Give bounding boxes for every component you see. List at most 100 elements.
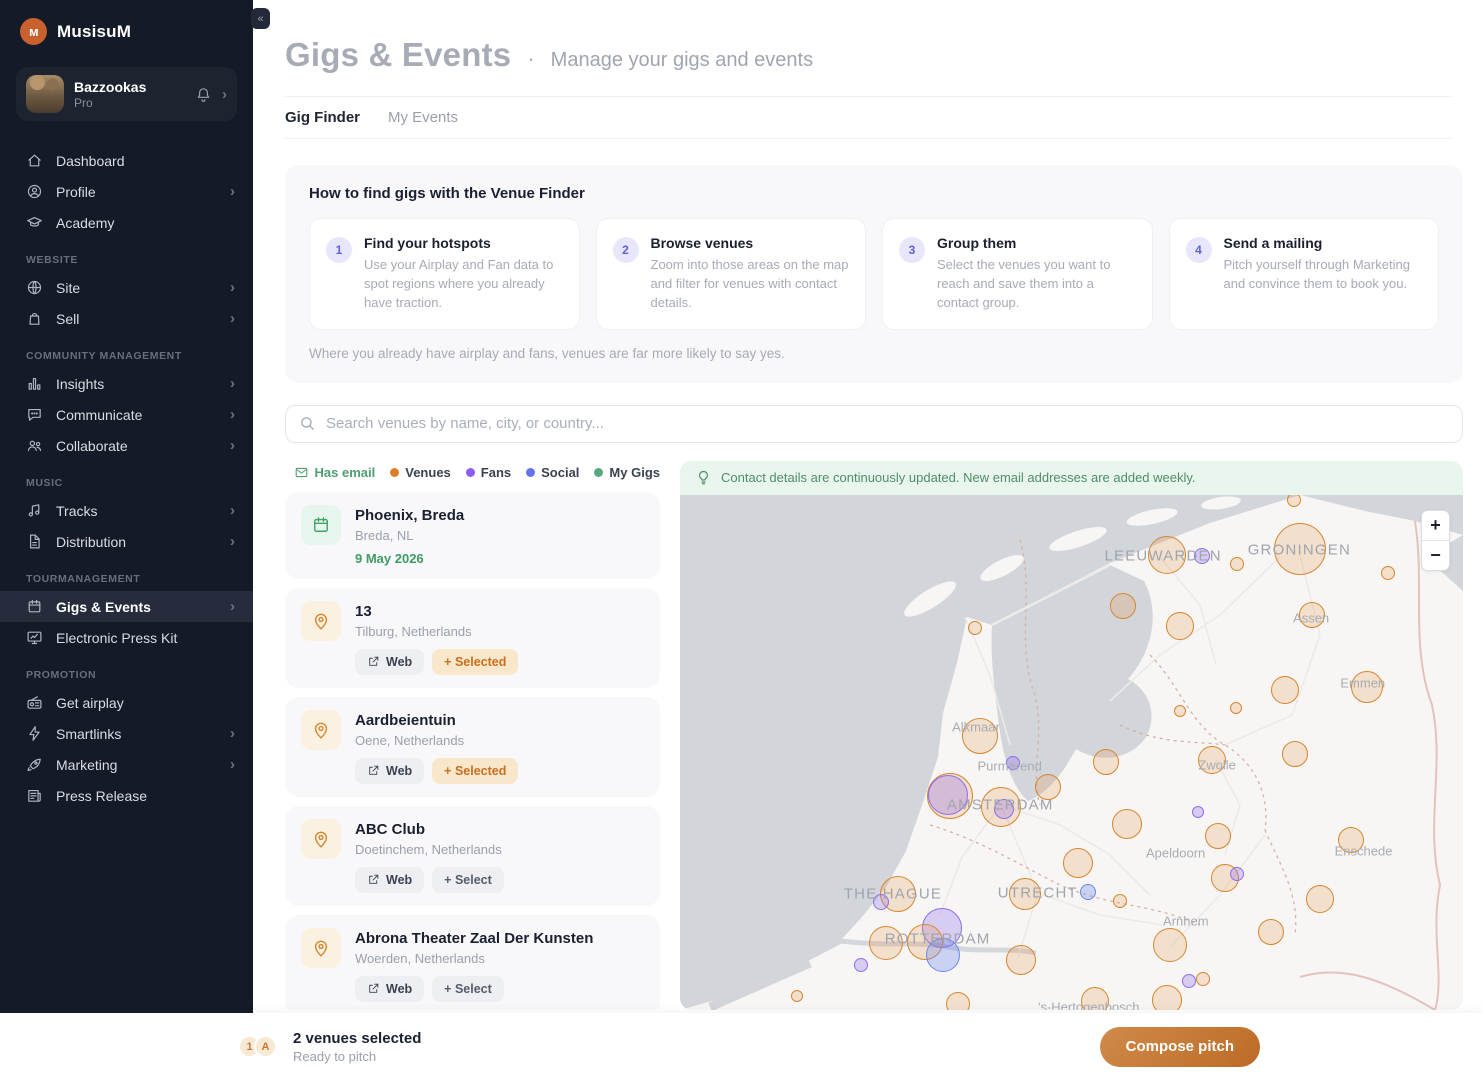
venue-marker[interactable] bbox=[1380, 566, 1395, 581]
venue-marker[interactable] bbox=[1271, 675, 1300, 704]
sidebar-item-distribution[interactable]: Distribution › bbox=[0, 526, 253, 557]
fans-marker[interactable] bbox=[1194, 548, 1211, 565]
venue-marker[interactable] bbox=[1204, 823, 1231, 850]
sidebar-item-tracks[interactable]: Tracks › bbox=[0, 495, 253, 526]
chevron-right-icon: › bbox=[230, 375, 235, 392]
venue-web-button[interactable]: Web bbox=[355, 975, 425, 1002]
fans-marker[interactable] bbox=[927, 774, 968, 815]
venue-marker[interactable] bbox=[1258, 919, 1285, 946]
venue-marker[interactable] bbox=[1281, 740, 1308, 767]
venue-card: 13 Tilburg, Netherlands Web + Selected bbox=[285, 587, 660, 688]
sidebar-item-dashboard[interactable]: Dashboard bbox=[0, 145, 253, 176]
venue-marker[interactable] bbox=[968, 621, 983, 636]
zoom-out-button[interactable]: − bbox=[1422, 540, 1449, 570]
venue-marker[interactable] bbox=[1196, 971, 1211, 986]
chevron-right-icon: › bbox=[230, 279, 235, 296]
sidebar-item-marketing[interactable]: Marketing › bbox=[0, 749, 253, 780]
step-number: 2 bbox=[612, 237, 639, 263]
social-marker[interactable] bbox=[1079, 883, 1096, 900]
sidebar-item-gigs-events[interactable]: Gigs & Events › bbox=[0, 591, 253, 622]
fans-marker[interactable] bbox=[1192, 806, 1205, 819]
sidebar-item-site[interactable]: Site › bbox=[0, 272, 253, 303]
zoom-in-button[interactable]: + bbox=[1422, 510, 1449, 540]
sidebar-item-smartlinks[interactable]: Smartlinks › bbox=[0, 718, 253, 749]
venue-marker[interactable] bbox=[790, 989, 803, 1002]
fans-marker[interactable] bbox=[853, 957, 868, 972]
venue-select-button[interactable]: + Select bbox=[432, 866, 504, 893]
app-logo[interactable]: ᴍ MusisuM bbox=[0, 0, 253, 59]
user-plan-badge: Pro bbox=[74, 95, 93, 110]
sidebar-collapse-button[interactable]: « bbox=[251, 8, 270, 29]
venue-web-button[interactable]: Web bbox=[355, 757, 425, 784]
venue-web-button[interactable]: Web bbox=[355, 866, 425, 893]
sidebar-item-label: Dashboard bbox=[56, 152, 125, 169]
venue-marker[interactable] bbox=[1062, 847, 1093, 878]
venue-marker[interactable] bbox=[1229, 701, 1242, 714]
venue-select-button[interactable]: + Select bbox=[432, 975, 504, 1002]
sidebar-item-academy[interactable]: Academy bbox=[0, 207, 253, 238]
venue-marker[interactable] bbox=[1338, 826, 1365, 853]
tab-my-events[interactable]: My Events bbox=[388, 109, 459, 126]
search-input[interactable] bbox=[285, 404, 1463, 443]
venue-web-button[interactable]: Web bbox=[355, 648, 425, 675]
legend-item-social: Social bbox=[526, 465, 579, 480]
venue-marker[interactable] bbox=[1092, 749, 1119, 776]
pin-icon bbox=[301, 818, 341, 859]
venue-marker[interactable] bbox=[1113, 894, 1128, 909]
venue-select-button[interactable]: + Selected bbox=[432, 648, 519, 675]
sidebar-item-sell[interactable]: Sell › bbox=[0, 303, 253, 334]
tab-gig-finder[interactable]: Gig Finder bbox=[285, 109, 360, 126]
venue-marker[interactable] bbox=[1112, 808, 1143, 839]
venue-marker[interactable] bbox=[1009, 877, 1042, 910]
venue-marker[interactable] bbox=[1153, 927, 1188, 962]
venue-marker[interactable] bbox=[1274, 522, 1327, 575]
sidebar-item-electronic-press-kit[interactable]: Electronic Press Kit bbox=[0, 622, 253, 653]
fans-marker[interactable] bbox=[1181, 973, 1196, 988]
sidebar-item-label: Press Release bbox=[56, 787, 148, 804]
venue-select-button[interactable]: + Selected bbox=[432, 757, 519, 784]
sidebar-item-profile[interactable]: Profile › bbox=[0, 176, 253, 207]
fans-marker[interactable] bbox=[1229, 866, 1244, 881]
fans-marker[interactable] bbox=[1005, 756, 1020, 771]
nav-section-label: WEBSITE bbox=[26, 254, 79, 266]
main-area: Gigs & Events · Manage your gigs and eve… bbox=[253, 0, 1483, 1013]
venue-marker[interactable] bbox=[1148, 535, 1187, 574]
venue-marker[interactable] bbox=[1006, 944, 1037, 975]
map[interactable]: LEEUWARDEN GRONINGEN Assen Emmen Alkmaar Purm… bbox=[680, 494, 1463, 1010]
venue-marker[interactable] bbox=[961, 717, 998, 754]
venue-marker[interactable] bbox=[1229, 556, 1244, 571]
legend-has-email[interactable]: Has email bbox=[294, 465, 375, 480]
venue-marker[interactable] bbox=[1035, 773, 1061, 800]
venue-marker[interactable] bbox=[945, 992, 970, 1010]
step-number: 1 bbox=[326, 237, 352, 263]
venue-marker[interactable] bbox=[1298, 601, 1325, 628]
venue-marker[interactable] bbox=[1174, 705, 1187, 718]
bell-icon[interactable] bbox=[195, 86, 212, 103]
venue-marker[interactable] bbox=[1110, 593, 1137, 620]
fans-marker[interactable] bbox=[994, 798, 1015, 819]
venue-marker[interactable] bbox=[1197, 745, 1226, 774]
title-separator: · bbox=[527, 46, 535, 71]
venue-marker[interactable] bbox=[1305, 885, 1334, 914]
compose-pitch-button[interactable]: Compose pitch bbox=[1099, 1026, 1260, 1067]
sidebar-item-get-airplay[interactable]: Get airplay bbox=[0, 687, 253, 718]
howto-step: 3 Group them Select the venues you want to… bbox=[882, 218, 1153, 330]
nav-section-label: PROMOTION bbox=[26, 669, 97, 681]
venue-marker[interactable] bbox=[1152, 984, 1183, 1010]
sidebar-item-insights[interactable]: Insights › bbox=[0, 368, 253, 399]
venue-marker[interactable] bbox=[1166, 612, 1195, 641]
sidebar-item-collaborate[interactable]: Collaborate › bbox=[0, 430, 253, 461]
venue-marker[interactable] bbox=[1286, 494, 1301, 507]
sidebar-item-label: Academy bbox=[56, 214, 115, 231]
user-card[interactable]: Bazzookas Pro › bbox=[16, 67, 237, 121]
map-panel: Contact details are continuously updated… bbox=[680, 460, 1463, 1010]
venue-marker[interactable] bbox=[1350, 670, 1383, 703]
sidebar-item-press-release[interactable]: Press Release bbox=[0, 780, 253, 811]
fans-marker[interactable] bbox=[873, 894, 890, 911]
nav-section-label: COMMUNITY MANAGEMENT bbox=[26, 350, 182, 362]
sidebar-item-communicate[interactable]: Communicate › bbox=[0, 399, 253, 430]
social-marker[interactable] bbox=[926, 938, 961, 973]
venue-marker[interactable] bbox=[868, 925, 903, 960]
venue-marker[interactable] bbox=[1080, 987, 1109, 1010]
chevron-right-icon: › bbox=[230, 406, 235, 423]
